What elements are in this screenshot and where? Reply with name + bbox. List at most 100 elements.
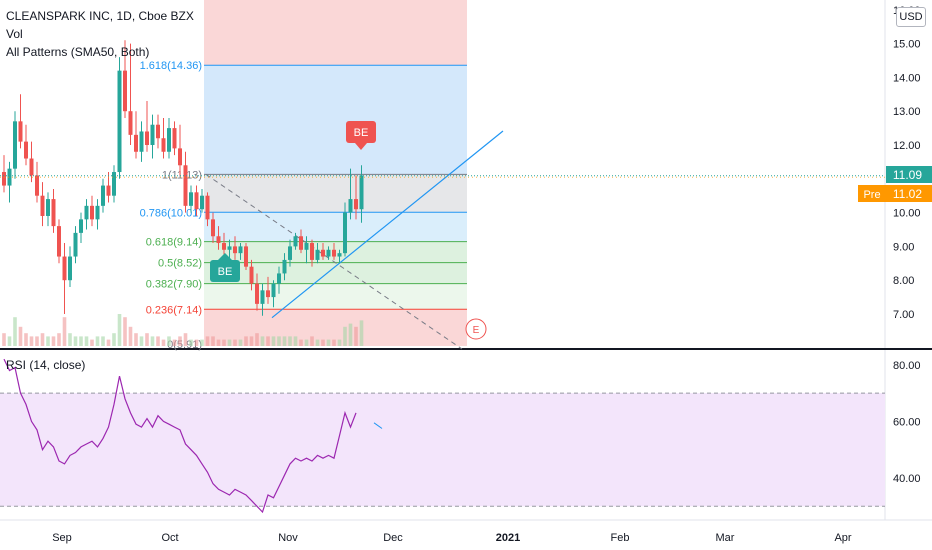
patterns-legend[interactable]: All Patterns (SMA50, Both) xyxy=(6,45,149,59)
time-tick-6: Mar xyxy=(716,532,735,544)
candle-body-44 xyxy=(244,246,248,266)
candle-44[interactable] xyxy=(244,243,248,270)
candle-body-61 xyxy=(338,253,342,256)
candle-body-16 xyxy=(90,206,94,220)
be-marker-top-label: BE xyxy=(354,127,369,139)
pre-price-value: 11.02 xyxy=(893,187,922,201)
fib-label-6: 0.236(7.14) xyxy=(146,304,202,316)
candle-body-21 xyxy=(118,71,122,172)
candle-body-42 xyxy=(233,246,237,253)
volume-bar-42 xyxy=(233,340,237,346)
candle-body-18 xyxy=(101,186,105,206)
volume-bar-19 xyxy=(107,340,111,346)
candle-body-52 xyxy=(288,246,292,260)
candle-body-24 xyxy=(134,135,138,152)
volume-bar-32 xyxy=(178,336,182,346)
volume-bar-64 xyxy=(354,327,358,346)
candle-body-48 xyxy=(266,290,270,297)
volume-bar-38 xyxy=(211,336,215,346)
rsi-tick-2: 80.00 xyxy=(893,360,921,372)
candle-body-34 xyxy=(189,192,193,206)
volume-bar-1 xyxy=(8,336,12,346)
volume-bar-15 xyxy=(85,336,89,346)
rsi-tick-0: 40.00 xyxy=(893,473,921,485)
fib-label-0: 1.618(14.36) xyxy=(140,60,202,72)
candle-21[interactable] xyxy=(118,57,122,179)
rsi-legend[interactable]: RSI (14, close) xyxy=(6,358,85,372)
candle-body-47 xyxy=(261,290,265,304)
candle-body-11 xyxy=(63,257,67,281)
volume-bar-26 xyxy=(145,333,149,346)
candle-body-3 xyxy=(19,121,23,141)
candle-body-37 xyxy=(206,196,210,220)
volume-bar-63 xyxy=(349,324,353,346)
candle-body-6 xyxy=(35,175,39,195)
fib-label-3: 0.618(9.14) xyxy=(146,237,202,249)
time-tick-5: Feb xyxy=(611,532,630,544)
symbol-title[interactable]: CLEANSPARK INC, 1D, Cboe BZX xyxy=(6,9,194,23)
volume-bar-18 xyxy=(101,336,105,346)
currency-button[interactable]: USD xyxy=(896,7,926,27)
price-tick-3: 10.00 xyxy=(893,208,921,220)
last-price-value: 11.09 xyxy=(893,168,922,182)
volume-bar-5 xyxy=(30,336,34,346)
candle-body-36 xyxy=(200,196,204,210)
candle-body-32 xyxy=(178,148,182,165)
candle-body-31 xyxy=(173,128,177,148)
volume-bar-11 xyxy=(63,317,67,346)
volume-bar-16 xyxy=(90,340,94,346)
candle-body-8 xyxy=(46,199,50,216)
volume-bar-59 xyxy=(327,340,331,346)
volume-bar-43 xyxy=(239,340,243,346)
volume-bar-7 xyxy=(41,333,45,346)
volume-bar-2 xyxy=(13,317,17,346)
candle-body-33 xyxy=(184,165,188,206)
volume-bar-35 xyxy=(195,340,199,346)
zone-grey xyxy=(204,174,467,212)
candle-body-57 xyxy=(316,250,320,260)
candle-2[interactable] xyxy=(13,111,17,179)
price-tick-2: 9.00 xyxy=(893,241,914,253)
time-tick-7: Apr xyxy=(834,532,851,544)
candle-body-46 xyxy=(255,284,259,304)
candle-body-39 xyxy=(217,236,221,243)
vol-legend[interactable]: Vol xyxy=(6,27,23,41)
candle-body-23 xyxy=(129,111,133,135)
candle-body-12 xyxy=(68,257,72,281)
volume-bar-51 xyxy=(283,336,287,346)
pre-price-label: Pre 11.02 xyxy=(858,185,932,202)
time-tick-1: Oct xyxy=(161,532,178,544)
rsi-tick-1: 60.00 xyxy=(893,416,921,428)
candle-body-5 xyxy=(30,159,34,176)
candle-body-10 xyxy=(57,226,61,256)
volume-bar-30 xyxy=(167,336,171,346)
volume-bar-33 xyxy=(184,333,188,346)
volume-bar-54 xyxy=(299,340,303,346)
candle-body-26 xyxy=(145,131,149,145)
candle-body-29 xyxy=(162,138,166,152)
volume-bar-17 xyxy=(96,336,100,346)
volume-bar-65 xyxy=(360,320,364,346)
volume-bar-53 xyxy=(294,336,298,346)
volume-bar-34 xyxy=(189,340,193,346)
earnings-marker[interactable]: E xyxy=(466,319,486,339)
candle-body-54 xyxy=(299,236,303,250)
candle-body-0 xyxy=(2,172,6,186)
candle-body-56 xyxy=(310,243,314,260)
candle-body-7 xyxy=(41,196,45,216)
volume-bar-8 xyxy=(46,336,50,346)
candle-body-4 xyxy=(24,142,28,159)
rsi-band xyxy=(0,393,885,506)
candle-body-55 xyxy=(305,243,309,250)
candle-body-62 xyxy=(343,213,347,254)
volume-bar-48 xyxy=(266,336,270,346)
volume-bar-29 xyxy=(162,340,166,346)
earnings-marker-label: E xyxy=(473,325,480,336)
volume-bar-3 xyxy=(19,327,23,346)
fib-pattern-zones xyxy=(204,0,467,346)
volume-bar-41 xyxy=(228,340,232,346)
volume-bar-14 xyxy=(79,336,83,346)
candle-body-15 xyxy=(85,206,89,220)
volume-bar-13 xyxy=(74,336,78,346)
